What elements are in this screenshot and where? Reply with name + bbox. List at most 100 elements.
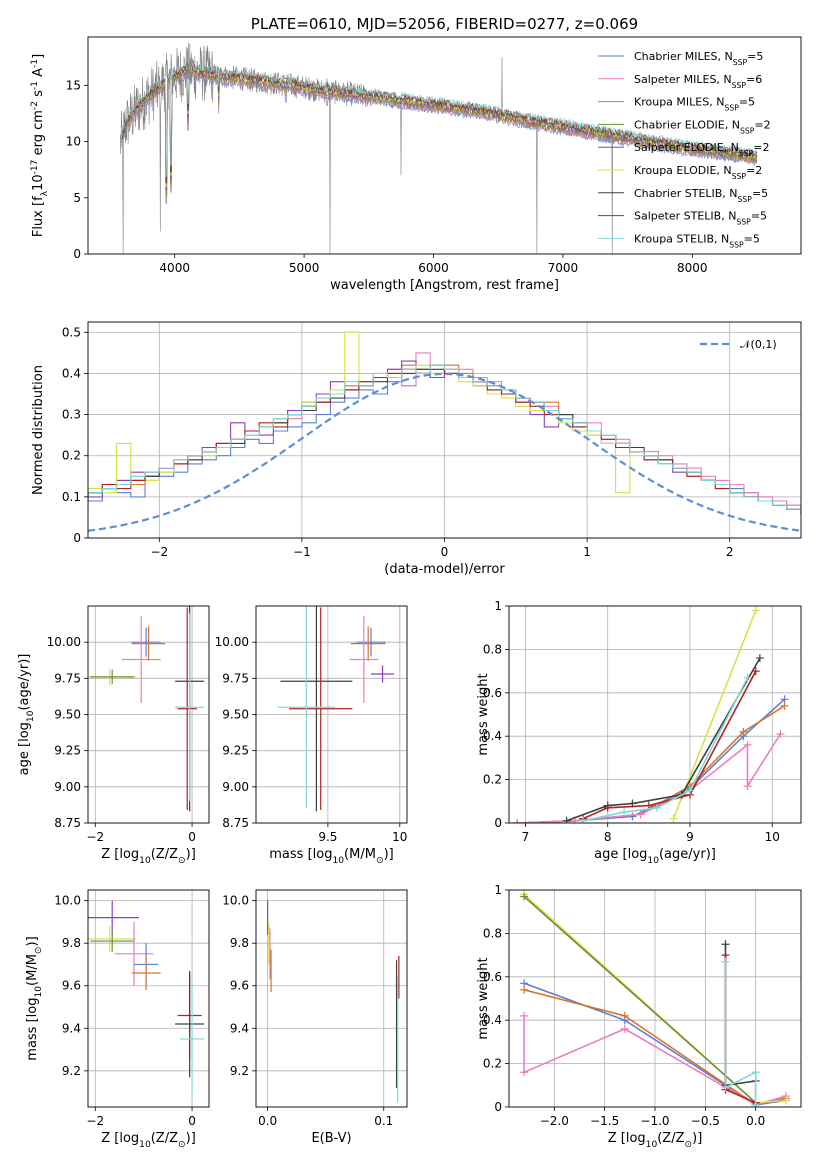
y-tick-label: 0.4: [483, 729, 502, 743]
chart-spectrum: 4000 5000 6000 7000 8000 0 5 10 15 wavelength [An…: [30, 15, 802, 293]
x-tick-label: 8: [604, 830, 612, 844]
histogram-step: [88, 364, 801, 514]
x-tick-label: −1.5: [590, 1114, 619, 1128]
x-tick-label: 2: [726, 545, 734, 559]
histogram-step: [88, 368, 801, 510]
y-tick-label: 9.50: [222, 708, 249, 722]
histogram-step: [88, 364, 801, 514]
weight-marker: [776, 730, 785, 739]
weight-marker: [755, 654, 764, 663]
y-tick-label: 9.4: [230, 1021, 249, 1035]
y-tick-label: 10.00: [47, 635, 81, 649]
weight-line: [523, 895, 757, 1104]
x-axis-label: Z [log10(Z/Z⊙)]: [101, 1131, 196, 1150]
data-point: [371, 665, 395, 683]
y-tick-label: 10: [66, 135, 81, 149]
y-tick-label: 0: [494, 1100, 502, 1114]
x-axis-label: Z [log10(Z/Z⊙)]: [608, 1131, 703, 1150]
axes-frame: [87, 889, 210, 1108]
weight-marker: [620, 1011, 629, 1020]
y-tick-label: 0.4: [483, 1013, 502, 1027]
chart-age-vs-Z: −2 0 8.75 9.00 9.25 9.50 9.75 10.00 Z [log10(Z/Z…: [17, 605, 210, 866]
y-tick-label: 10.00: [215, 635, 249, 649]
weight-marker: [520, 892, 529, 901]
y-tick-label: 0: [73, 247, 81, 261]
x-tick-label: 4000: [159, 261, 190, 275]
x-tick-label: −1.0: [640, 1114, 669, 1128]
weight-marker: [780, 701, 789, 710]
histogram-step: [88, 364, 801, 514]
y-tick-label: 0.2: [483, 773, 502, 787]
legend-label: Kroupa ELODIE, NSSP=2: [634, 164, 762, 181]
model-spectrum-line: [121, 62, 758, 177]
data-point: [289, 607, 353, 810]
legend-label: 𝒩(0,1): [740, 338, 777, 351]
y-tick-label: 0.4: [62, 366, 81, 380]
weight-marker: [653, 803, 662, 812]
data-point: [349, 616, 379, 703]
weight-series: [579, 673, 752, 823]
y-axis-label: Flux [fλ10-17 erg cm-2 s-1 A-1]: [30, 54, 50, 237]
y-tick-label: 0.2: [483, 1057, 502, 1071]
plot-area: [88, 900, 205, 1099]
x-tick-label: 10: [392, 830, 407, 844]
legend: Chabrier MILES, NSSP=5 Salpeter MILES, NS…: [598, 50, 771, 249]
y-tick-label: 15: [66, 78, 81, 92]
axes-frame: [508, 605, 802, 824]
axes-frame: [87, 605, 210, 824]
weight-marker: [685, 786, 694, 795]
x-tick-label: 10: [765, 830, 780, 844]
weight-marker: [628, 812, 637, 821]
x-axis-label: mass [log10(M/M⊙)]: [269, 847, 393, 866]
weight-series: [721, 940, 760, 1107]
data-point: [356, 627, 386, 657]
x-axis-label: Z [log10(Z/Z⊙)]: [101, 847, 196, 866]
weight-line: [523, 982, 787, 1106]
legend-label: Salpeter MILES, NSSP=6: [634, 73, 762, 90]
y-tick-label: 0.2: [62, 449, 81, 463]
y-tick-label: 9.00: [222, 780, 249, 794]
plot-area: [267, 900, 400, 1103]
y-tick-label: 9.25: [222, 744, 249, 758]
weight-marker: [721, 1083, 730, 1092]
weight-marker: [620, 1024, 629, 1033]
data-point: [121, 616, 161, 703]
legend-label: Chabrier STELIB, NSSP=5: [634, 187, 768, 204]
x-tick-label: −2: [86, 1114, 104, 1128]
legend-label: Kroupa MILES, NSSP=5: [634, 96, 755, 113]
legend-label: Chabrier MILES, NSSP=5: [634, 50, 763, 67]
axes-frame: [508, 889, 802, 1108]
axes-frame: [87, 321, 802, 539]
x-tick-label: 7000: [548, 261, 579, 275]
y-axis-label: mass [log10(M/M⊙)]: [25, 936, 44, 1060]
x-tick-label: 9: [686, 830, 694, 844]
legend-label: Chabrier ELODIE, NSSP=2: [634, 118, 771, 135]
weight-marker: [751, 667, 760, 676]
x-axis-label: E(B-V): [311, 1131, 351, 1146]
weight-marker: [781, 1096, 790, 1105]
legend-label: Kroupa STELIB, NSSP=5: [634, 232, 760, 249]
weight-marker: [669, 814, 678, 823]
weight-series: [721, 957, 760, 1107]
y-tick-label: 9.00: [54, 780, 81, 794]
y-tick-label: 0: [494, 816, 502, 830]
weight-marker: [751, 1100, 760, 1107]
normal-reference-curve: [88, 372, 801, 532]
data-point: [175, 613, 205, 802]
weight-marker: [721, 957, 730, 966]
data-point: [131, 626, 166, 661]
y-tick-label: 9.8: [230, 936, 249, 950]
y-tick-label: 9.4: [62, 1021, 81, 1035]
x-axis-label: age [log10(age/yr)]: [594, 847, 716, 866]
weight-marker: [520, 1011, 529, 1020]
y-tick-label: 9.25: [54, 744, 81, 758]
chart-title: PLATE=0610, MJD=52056, FIBERID=0277, z=0…: [251, 15, 638, 33]
data-point: [175, 970, 205, 1078]
data-point: [88, 926, 137, 952]
weight-marker: [520, 1068, 529, 1077]
data-point: [350, 626, 386, 661]
y-axis-label: mass weight: [476, 673, 491, 755]
weight-marker: [721, 940, 730, 949]
y-tick-label: 10.0: [54, 894, 81, 908]
histogram-step: [88, 368, 801, 514]
